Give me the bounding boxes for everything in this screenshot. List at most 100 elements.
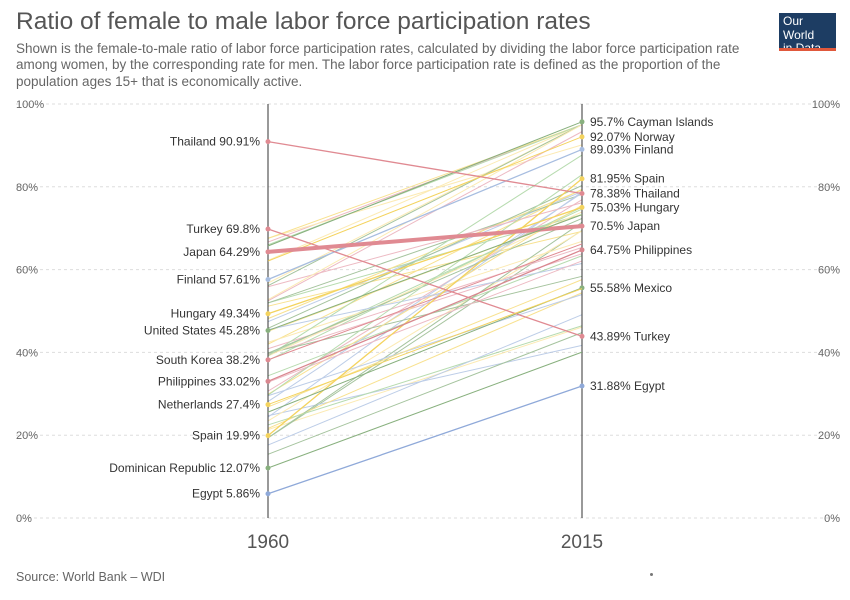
logo-line-1: Our World [783,14,815,42]
y-tick-label-right: 80% [818,182,840,194]
point-2015-philippines [579,247,585,253]
y-tick-label-left: 20% [16,430,38,442]
label-2015-mexico: 55.58% Mexico [590,281,672,295]
background-line [267,211,583,357]
label-1960-spain: Spain 19.9% [192,429,260,443]
label-1960-philippines: Philippines 33.02% [158,374,260,388]
x-label-2015: 2015 [561,532,603,553]
background-line [267,221,583,439]
background-line [267,204,583,395]
background-line [267,229,583,439]
y-tick-label-right: 40% [818,347,840,359]
y-tick-label-left: 60% [16,265,38,277]
background-line [267,314,583,446]
background-line [267,253,583,355]
background-lines [267,124,583,455]
label-1960-finland: Finland 57.61% [177,272,261,286]
series-line-turkey [267,228,583,337]
background-line [267,292,583,429]
series-line-mexico [267,287,583,413]
background-line [267,332,583,455]
background-line [267,275,583,354]
label-2015-egypt: 31.88% Egypt [590,379,665,393]
background-line [267,124,583,239]
background-line [267,263,583,331]
y-tick-label-right: 0% [824,513,840,525]
point-2015-finland [579,146,585,152]
point-2015-spain [579,176,585,182]
point-1960-dominican-republic [265,465,271,471]
label-2015-japan: 70.5% Japan [590,219,660,233]
label-2015-thailand: 78.38% Thailand [590,187,680,201]
label-2015-norway: 92.07% Norway [590,130,675,144]
series-line-norway [267,136,583,262]
owid-logo[interactable]: Our World in Data [779,13,836,55]
label-2015-turkey: 43.89% Turkey [590,329,670,343]
footer-dot [650,573,653,576]
label-1960-turkey: Turkey 69.8% [186,222,260,236]
y-tick-label-left: 80% [16,182,38,194]
point-2015-cayman-islands [579,119,585,125]
point-1960-thailand [265,139,271,145]
y-tick-label-right: 60% [818,265,840,277]
point-1960-netherlands [265,402,271,408]
point-1960-philippines [265,378,271,384]
background-line [267,193,583,304]
background-line [267,230,583,422]
y-tick-label-left: 0% [16,513,32,525]
background-line [267,192,583,402]
point-2015-thailand [579,191,585,197]
label-1960-hungary: Hungary 49.34% [171,307,261,321]
series-line-cayman-islands [267,121,583,247]
label-2015-spain: 81.95% Spain [590,172,665,186]
label-2015-finland: 89.03% Finland [590,142,673,156]
source-note: Source: World Bank – WDI [16,570,166,584]
point-2015-japan [579,223,585,229]
series-line-finland [267,148,583,281]
point-1960-egypt [265,491,271,497]
background-line [267,174,583,396]
label-1960-united-states: United States 45.28% [144,324,260,338]
background-line [267,124,583,261]
series-line-south-korea [267,243,583,361]
point-1960-turkey [265,226,271,232]
background-line [267,144,583,239]
background-line [267,279,583,408]
point-1960-japan [265,249,271,255]
point-1960-united-states [265,328,271,334]
background-line [267,185,583,329]
series-line-thailand [267,140,583,195]
series-line-hungary [267,206,583,315]
y-tick-label-right: 20% [818,430,840,442]
background-line [267,294,583,397]
label-2015-hungary: 75.03% Hungary [590,200,679,214]
background-line [267,326,583,431]
point-1960-hungary [265,311,271,317]
y-tick-label-left: 100% [16,99,44,111]
y-tick-label-left: 40% [16,347,38,359]
label-1960-south-korea: South Korea 38.2% [156,353,260,367]
background-line [267,260,583,383]
point-1960-spain [265,433,271,439]
chart-subtitle: Shown is the female-to-male ratio of lab… [16,41,740,89]
series-line-egypt [267,385,583,495]
series-line-united-states [267,214,583,332]
background-line [267,124,583,301]
background-line [267,325,583,426]
point-2015-norway [579,134,585,140]
background-line [267,217,583,354]
label-2015-cayman-islands: 95.7% Cayman Islands [590,115,713,129]
label-1960-japan: Japan 64.29% [183,245,260,259]
background-line [267,344,583,417]
point-2015-turkey [579,333,585,339]
series-line-netherlands [267,288,583,406]
background-line [267,154,583,357]
background-line [267,131,583,302]
chart-title: Ratio of female to male labor force part… [16,8,591,35]
series-line-spain [267,178,583,437]
background-line [267,202,583,288]
x-label-1960: 1960 [247,532,289,553]
point-2015-hungary [579,204,585,210]
point-1960-finland [265,276,271,282]
label-1960-egypt: Egypt 5.86% [192,487,260,501]
